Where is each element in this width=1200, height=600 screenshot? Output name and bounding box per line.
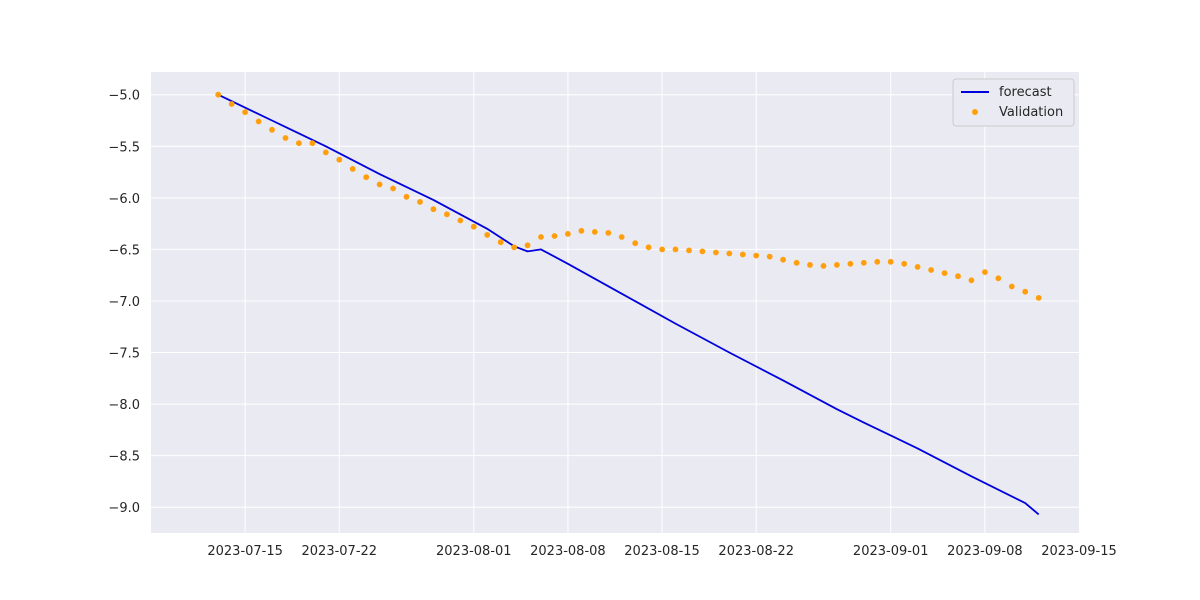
- x-tick-label: 2023-08-08: [530, 544, 606, 559]
- validation-point: [1008, 283, 1015, 290]
- x-tick-label: 2023-08-15: [624, 544, 700, 559]
- validation-point: [591, 229, 598, 235]
- validation-point: [928, 267, 934, 273]
- validation-point: [982, 269, 988, 275]
- validation-point: [470, 223, 477, 230]
- x-tick-label: 2023-09-08: [947, 544, 1023, 559]
- y-tick-label: −7.0: [108, 295, 140, 310]
- legend-box: [952, 78, 1075, 127]
- validation-point: [793, 259, 800, 266]
- validation-point: [834, 262, 840, 268]
- legend-validation-label: Validation: [999, 105, 1063, 120]
- validation-point: [901, 260, 908, 267]
- validation-point: [968, 277, 975, 284]
- legend-validation-swatch: [972, 109, 978, 115]
- x-tick-label: 2023-08-01: [436, 544, 512, 559]
- validation-point: [457, 217, 464, 224]
- validation-point: [269, 126, 275, 133]
- x-tick-label: 2023-09-01: [853, 544, 929, 559]
- validation-point: [417, 199, 423, 205]
- y-tick-label: −5.0: [108, 89, 140, 104]
- validation-point: [1022, 288, 1029, 295]
- y-tick-label: −8.0: [108, 398, 140, 413]
- validation-point: [766, 253, 773, 260]
- y-tick-label: −5.5: [108, 140, 140, 155]
- y-axis: −5.0 −5.5 −6.0 −6.5 −7.0 −7.5 −8.0 −8.5 −9.0: [108, 89, 140, 517]
- grid-lines: [151, 72, 1079, 533]
- y-tick-label: −6.5: [108, 243, 140, 258]
- series-layer: [215, 91, 1042, 516]
- validation-point: [430, 206, 437, 213]
- validation-point: [995, 275, 1002, 282]
- validation-point: [632, 240, 639, 247]
- validation-point: [807, 262, 813, 268]
- x-tick-label: 2023-08-22: [718, 544, 794, 559]
- x-tick-label: 2023-09-15: [1041, 544, 1117, 559]
- validation-point: [618, 234, 625, 240]
- y-tick-label: −9.0: [108, 501, 140, 516]
- validation-point: [551, 233, 558, 239]
- validation-point: [511, 244, 517, 251]
- validation-point: [914, 264, 921, 270]
- validation-point: [565, 231, 571, 237]
- validation-point: [847, 260, 854, 267]
- validation-point: [363, 174, 370, 181]
- y-tick-label: −7.5: [108, 347, 140, 362]
- validation-point: [874, 258, 881, 265]
- legend: forecast Validation: [952, 78, 1075, 127]
- validation-point: [941, 270, 948, 276]
- plot-area: [151, 72, 1079, 533]
- validation-point: [444, 211, 450, 218]
- validation-point: [739, 251, 746, 258]
- validation-point: [699, 248, 706, 255]
- validation-point: [376, 181, 383, 188]
- validation-point: [860, 259, 867, 266]
- validation-point: [538, 234, 544, 240]
- validation-point: [336, 156, 343, 163]
- validation-point: [713, 249, 719, 256]
- validation-point: [1035, 295, 1042, 301]
- validation-point: [390, 185, 396, 192]
- validation-point: [887, 258, 894, 265]
- validation-point: [605, 230, 612, 236]
- validation-point: [753, 252, 760, 259]
- y-tick-label: −8.5: [108, 450, 140, 465]
- forecast-line: [217, 93, 1040, 516]
- x-tick-label: 2023-07-15: [207, 544, 283, 559]
- validation-point: [484, 232, 491, 238]
- validation-point: [659, 246, 665, 253]
- validation-point: [645, 244, 652, 251]
- validation-point: [780, 256, 786, 263]
- validation-point: [578, 227, 585, 234]
- validation-point: [309, 140, 316, 147]
- x-axis: 2023-07-15 2023-07-22 2023-08-01 2023-08-08…: [207, 544, 1116, 559]
- validation-point: [296, 140, 302, 147]
- legend-forecast-label: forecast: [999, 85, 1052, 100]
- validation-point: [215, 91, 222, 98]
- validation-point: [322, 149, 329, 156]
- validation-point: [228, 101, 235, 107]
- validation-point: [820, 263, 827, 269]
- validation-point: [524, 242, 531, 249]
- validation-point: [726, 250, 733, 257]
- validation-point: [242, 109, 249, 116]
- validation-point: [349, 166, 356, 172]
- validation-point: [255, 118, 262, 125]
- validation-point: [686, 247, 692, 254]
- validation-point: [955, 273, 961, 280]
- x-tick-label: 2023-07-22: [302, 544, 378, 559]
- validation-point: [282, 135, 289, 141]
- validation-point: [497, 239, 504, 246]
- y-tick-label: −6.0: [108, 192, 140, 207]
- validation-point: [403, 193, 410, 200]
- validation-point: [672, 246, 679, 253]
